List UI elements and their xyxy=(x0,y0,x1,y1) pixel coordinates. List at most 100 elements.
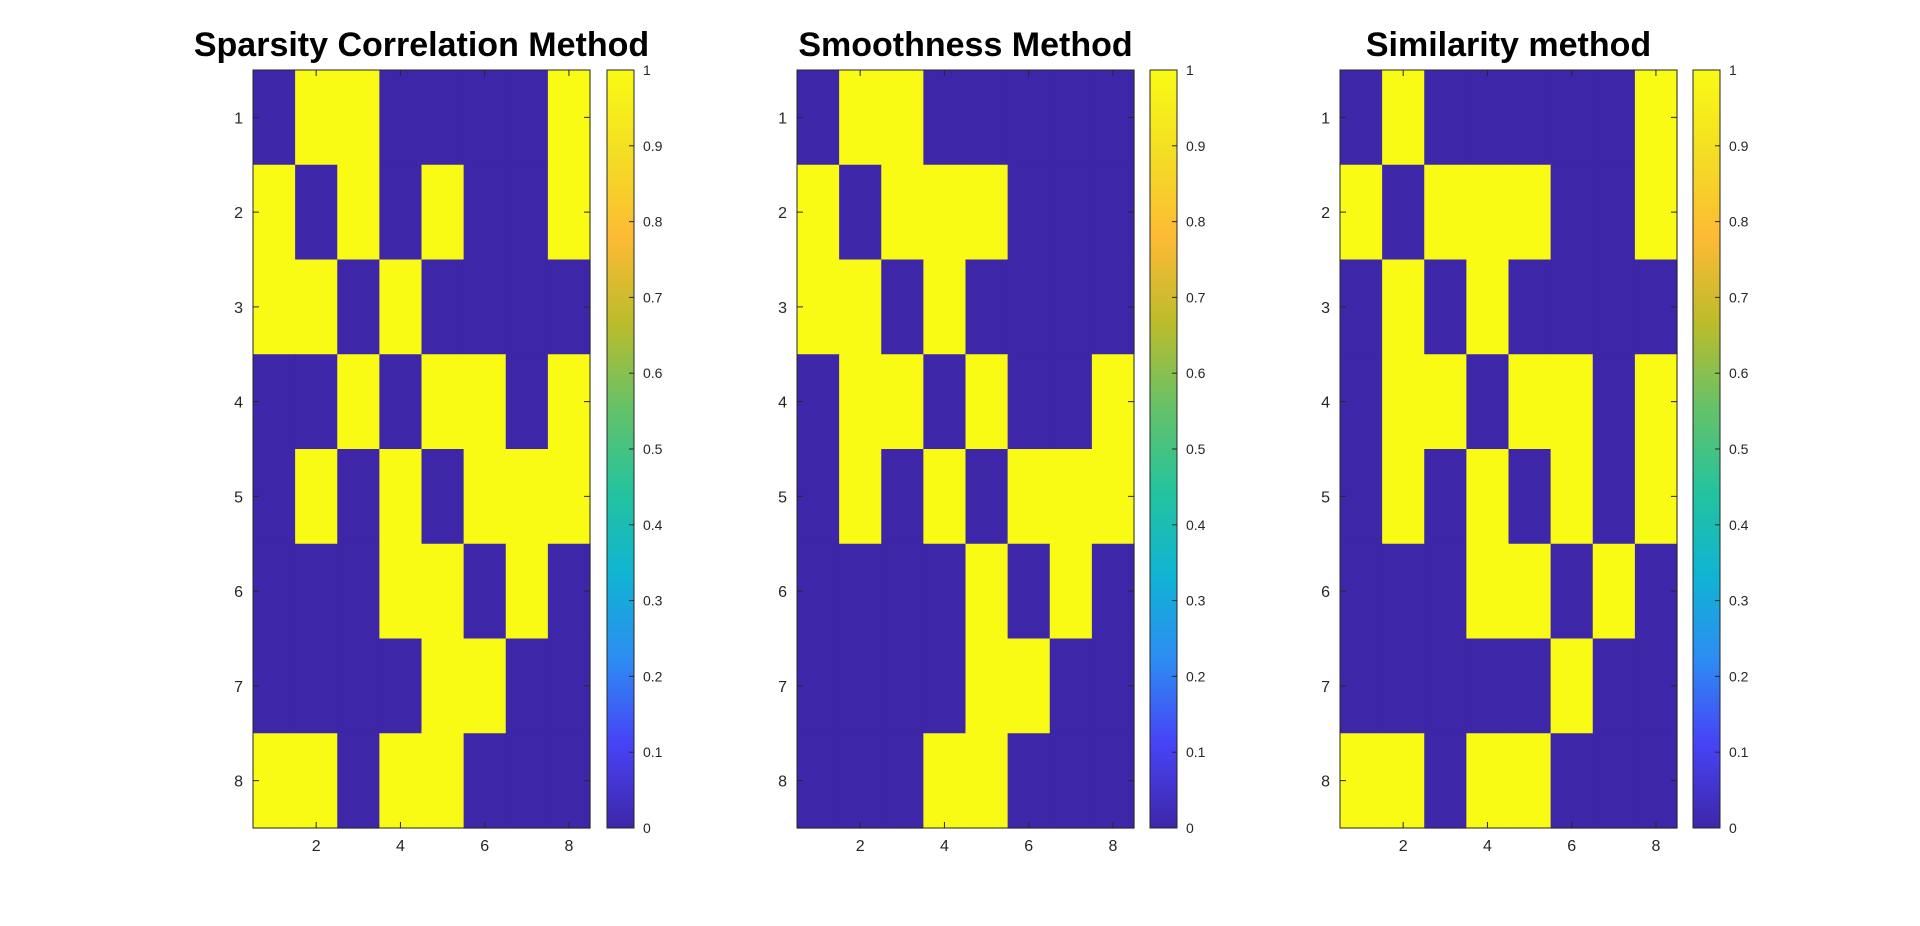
heatmap-cell xyxy=(1049,164,1093,261)
x-axis: 2 4 6 8 xyxy=(1399,70,1660,855)
heatmap-cell xyxy=(547,543,591,640)
colorbar-tick-label: 0.9 xyxy=(643,138,663,154)
y-tick-label: 6 xyxy=(1321,584,1330,601)
heatmap-cell xyxy=(463,164,507,261)
heatmap-cell xyxy=(1592,259,1636,355)
heatmap-cell xyxy=(923,164,967,261)
heatmap-cell xyxy=(965,638,1009,734)
heatmap-cell xyxy=(881,259,924,355)
heatmap-cell xyxy=(1508,638,1552,734)
heatmap-cell xyxy=(547,259,591,355)
heatmap-cell xyxy=(1508,543,1552,640)
y-tick-label: 4 xyxy=(1321,395,1330,412)
heatmap-cell xyxy=(797,543,840,640)
heatmap-cell xyxy=(1007,164,1051,261)
heatmap-cell xyxy=(1382,259,1425,355)
heatmap-cell xyxy=(965,733,1009,829)
heatmap-cell xyxy=(1634,449,1678,545)
y-tick-label: 6 xyxy=(234,584,243,601)
heatmap-cell xyxy=(337,543,380,640)
heatmap-cell xyxy=(965,354,1009,450)
heatmap-cell xyxy=(923,449,967,545)
x-tick-label: 8 xyxy=(1108,838,1117,855)
heatmap-cell xyxy=(1592,70,1636,166)
colorbar-tick-label: 0.8 xyxy=(1186,214,1206,230)
y-axis: 1 2 3 4 5 6 7 8 xyxy=(1321,110,1677,791)
heatmap-cell xyxy=(295,543,338,640)
heatmap-cell xyxy=(421,259,465,355)
heatmap-cell xyxy=(1340,638,1383,734)
heatmap-cell xyxy=(1508,733,1552,829)
heatmap-cell xyxy=(1424,70,1467,166)
heatmap-cell xyxy=(839,259,882,355)
y-tick-label: 2 xyxy=(234,205,243,222)
heatmap-cell xyxy=(421,733,465,829)
heatmap-cell xyxy=(1592,449,1636,545)
heatmap-cell xyxy=(1382,638,1425,734)
heatmap-cell xyxy=(295,70,338,166)
heatmap-cell xyxy=(923,543,967,640)
heatmap-cell xyxy=(797,638,840,734)
heatmap-cell xyxy=(379,354,423,450)
colorbar: 0 0.1 0.2 0.3 0.4 0.5 0.6 0.7 0.8 0.9 1 xyxy=(606,62,663,836)
heatmap-cell xyxy=(1592,164,1636,261)
heatmap-cell xyxy=(1049,449,1093,545)
heatmap-cell xyxy=(253,733,296,829)
x-tick-label: 4 xyxy=(396,838,405,855)
heatmap-cell xyxy=(797,449,840,545)
heatmap-cell xyxy=(337,164,380,261)
heatmap-cell xyxy=(379,638,423,734)
heatmap-cell xyxy=(379,70,423,166)
heatmap-cell xyxy=(253,354,296,450)
x-tick-label: 4 xyxy=(1483,838,1492,855)
heatmap-cell xyxy=(965,70,1009,166)
heatmap-cell xyxy=(547,733,591,829)
heatmap-cell xyxy=(1091,449,1135,545)
heatmap-cell xyxy=(1634,543,1678,640)
heatmap-cell xyxy=(1466,70,1510,166)
heatmap-cell xyxy=(547,354,591,450)
heatmap-cell xyxy=(505,449,549,545)
heatmap-cell xyxy=(1091,164,1135,261)
y-tick-label: 6 xyxy=(778,584,787,601)
heatmap-cell xyxy=(421,164,465,261)
heatmap-cell xyxy=(463,733,507,829)
x-tick-label: 6 xyxy=(480,838,489,855)
heatmap-cell xyxy=(1466,164,1510,261)
heatmap-cell xyxy=(839,70,882,166)
heatmap-cell xyxy=(547,638,591,734)
heatmap-cell xyxy=(337,354,380,450)
heatmap-cell xyxy=(1550,543,1594,640)
heatmap-cell xyxy=(505,70,549,166)
heatmap-cell xyxy=(1466,543,1510,640)
y-tick-label: 1 xyxy=(234,110,243,127)
y-tick-label: 8 xyxy=(1321,774,1330,791)
heatmap-cell xyxy=(797,733,840,829)
heatmap-cell xyxy=(1466,733,1510,829)
colorbar-tick-label: 0.6 xyxy=(643,365,663,381)
heatmap-cell xyxy=(881,354,924,450)
heatmap-cell xyxy=(1550,449,1594,545)
heatmap-cell xyxy=(1340,543,1383,640)
heatmap-cell xyxy=(1508,259,1552,355)
heatmap-cell xyxy=(1091,259,1135,355)
heatmap-cell xyxy=(965,449,1009,545)
y-tick-label: 7 xyxy=(778,679,787,696)
chart-title: Similarity method xyxy=(1366,26,1651,64)
heatmap-cell xyxy=(295,638,338,734)
heatmap-cell xyxy=(379,733,423,829)
colorbar-tick-label: 0.4 xyxy=(1186,517,1206,533)
y-tick-label: 2 xyxy=(1321,205,1330,222)
y-tick-label: 3 xyxy=(234,300,243,317)
heatmap-cell xyxy=(1049,638,1093,734)
heatmap-cell xyxy=(1466,259,1510,355)
heatmap-cell xyxy=(1049,70,1093,166)
heatmap-cell xyxy=(1382,449,1425,545)
heatmap-cell xyxy=(463,259,507,355)
heatmap-cell xyxy=(1382,164,1425,261)
heatmap-cell xyxy=(1049,259,1093,355)
heatmap-cell xyxy=(1634,259,1678,355)
x-tick-label: 8 xyxy=(564,838,573,855)
heatmap-cell xyxy=(505,733,549,829)
